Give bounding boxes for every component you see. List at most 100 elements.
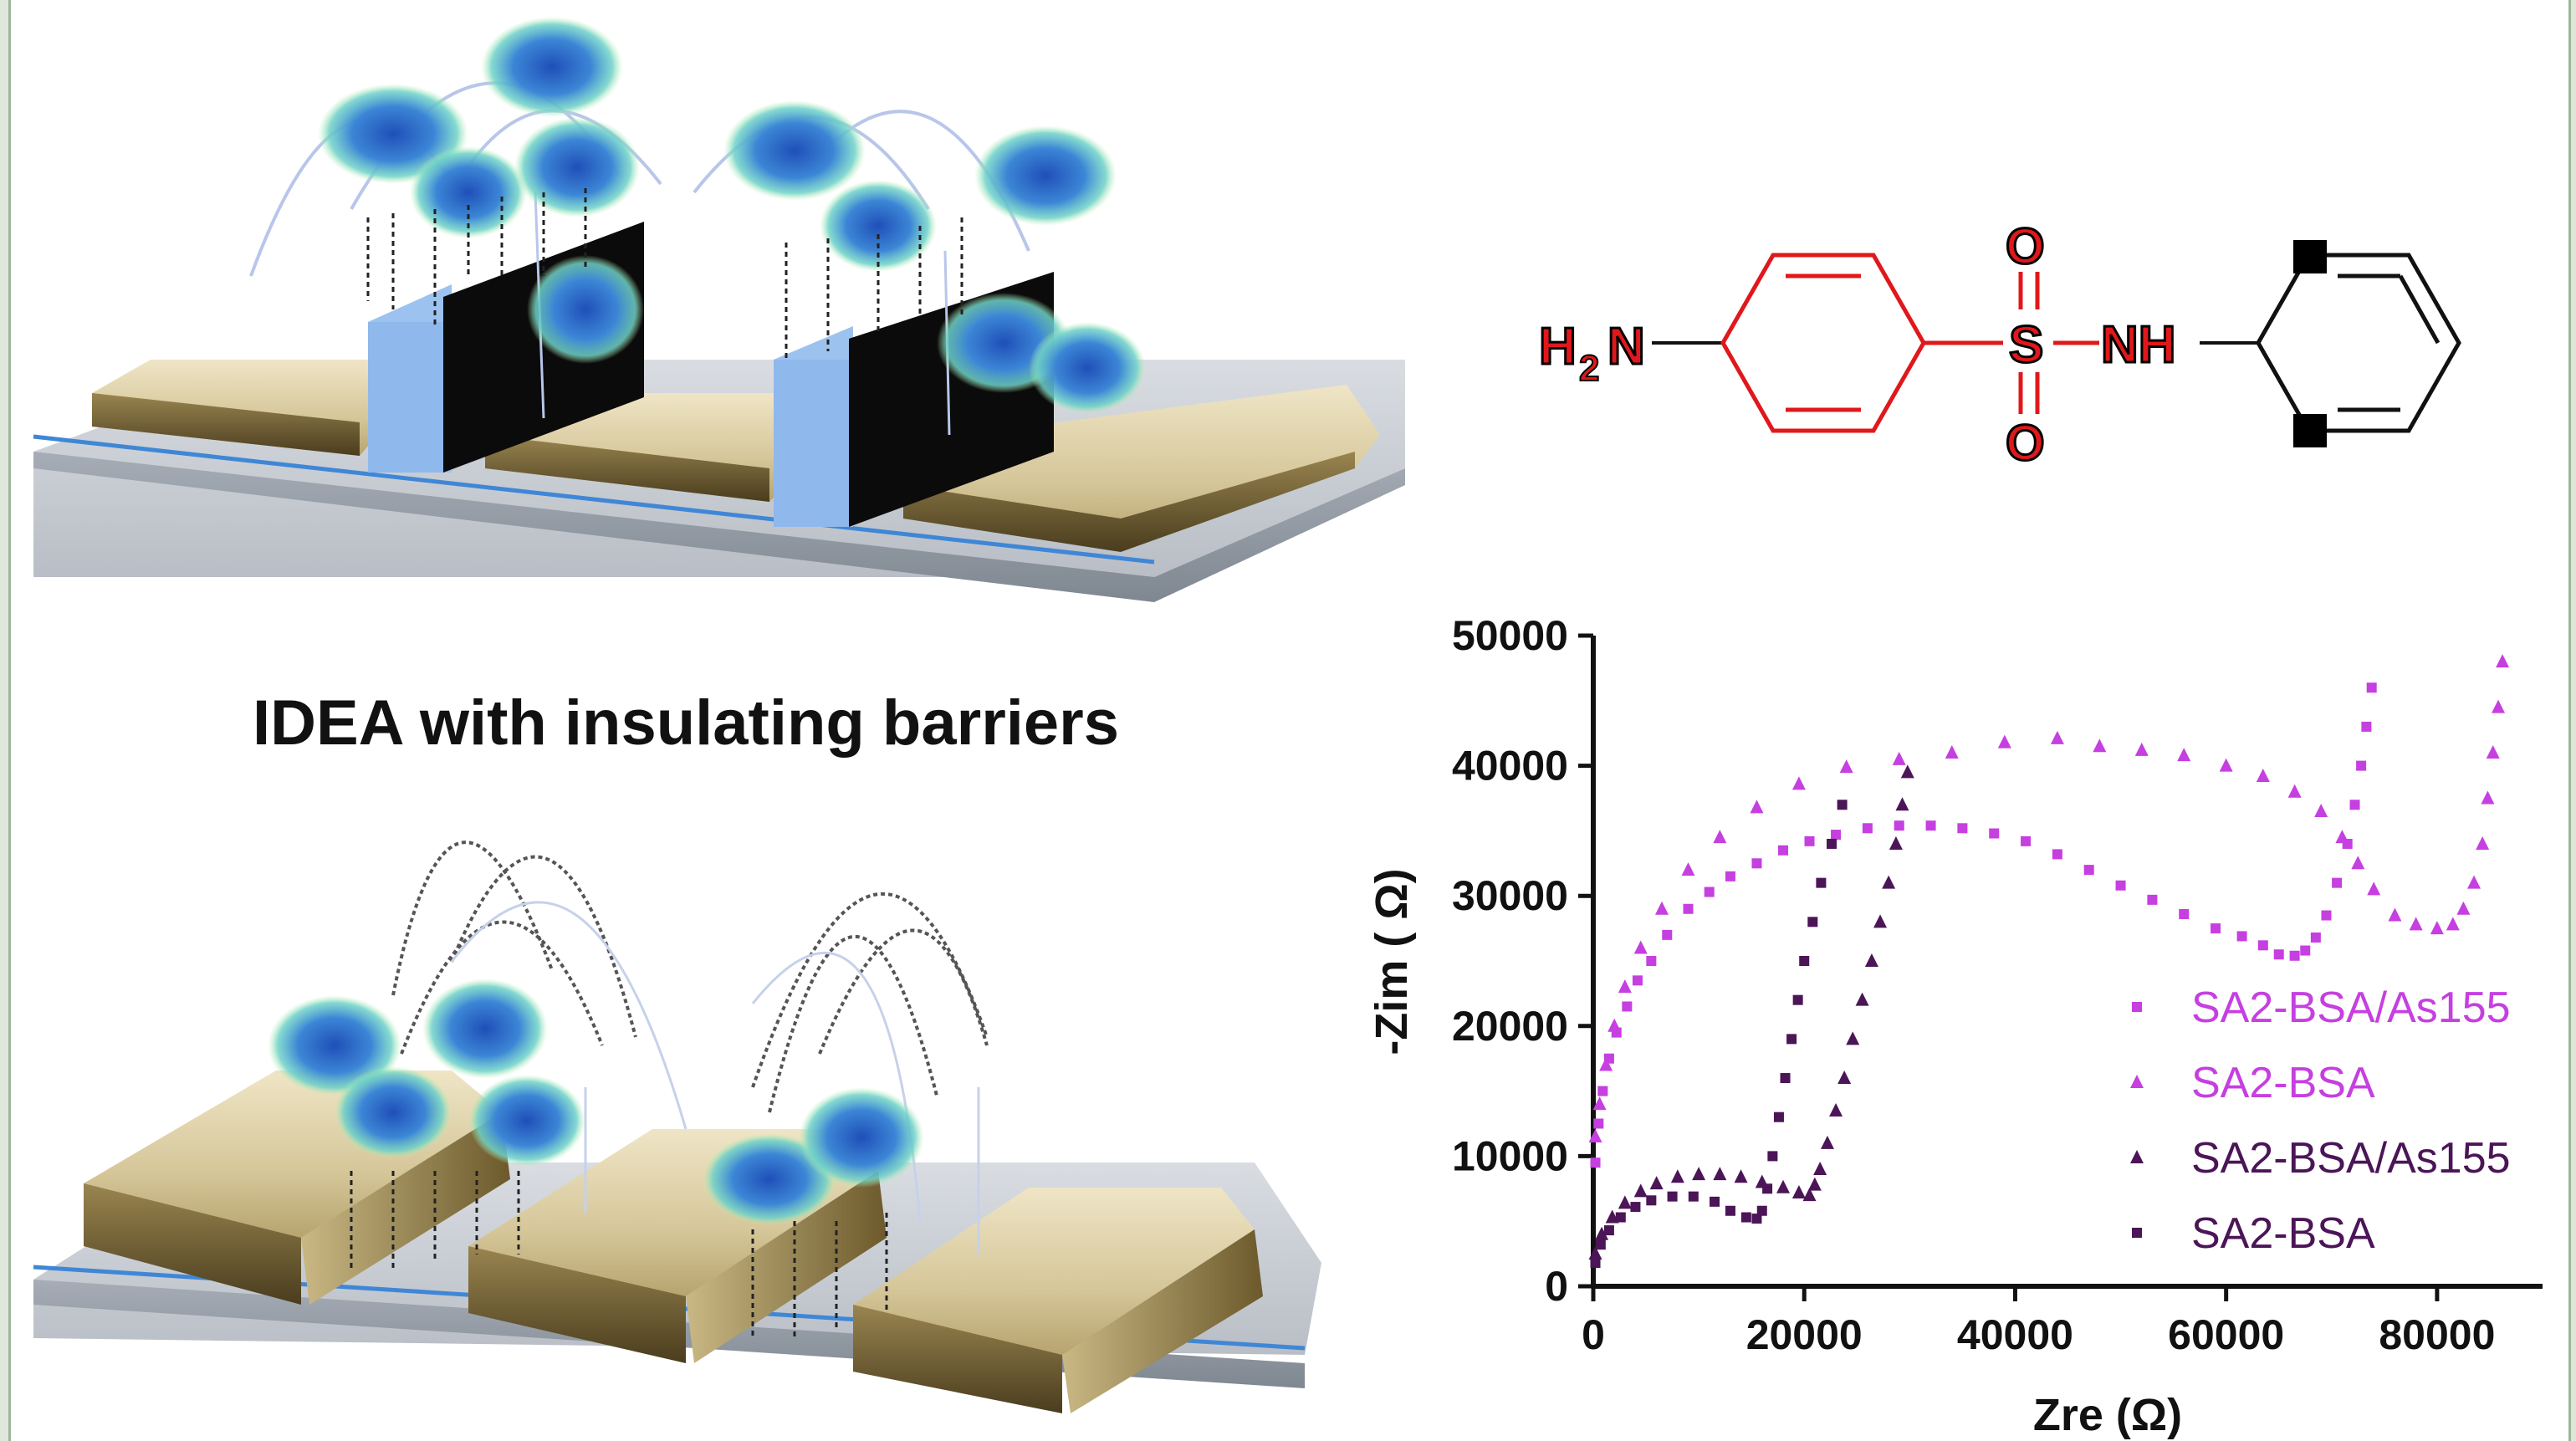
series-2 — [1588, 654, 2510, 1143]
data-point — [2332, 877, 2343, 888]
data-point — [2456, 901, 2471, 915]
pyrimidine-n-top — [2293, 240, 2327, 273]
data-point — [2492, 699, 2506, 713]
data-point — [1667, 1191, 1678, 1202]
data-point — [1646, 1195, 1657, 1206]
x-tick-label: 0 — [1582, 1311, 1605, 1358]
series-4 — [1590, 800, 1848, 1268]
series-1 — [1590, 682, 2377, 1168]
data-point — [1855, 992, 1869, 1006]
data-point — [1762, 1183, 1773, 1194]
y-axis-label: -Zim ( Ω) — [1367, 868, 1417, 1055]
data-point — [1750, 800, 1764, 814]
atom-sulfur: S — [2009, 316, 2043, 374]
data-point — [1713, 1167, 1727, 1181]
data-point — [1816, 877, 1827, 888]
y-tick-label: 40000 — [1452, 743, 1568, 789]
data-point — [1989, 828, 2000, 839]
data-point — [2300, 945, 2311, 956]
data-point — [2486, 745, 2500, 759]
legend-marker — [2130, 1150, 2144, 1163]
data-point — [2093, 738, 2107, 753]
electrode-3 — [903, 385, 1380, 552]
data-point — [1827, 838, 1837, 849]
data-point — [1595, 1239, 1606, 1250]
data-point — [2236, 931, 2247, 942]
data-point — [1683, 903, 1694, 914]
data-point — [1605, 1209, 1619, 1224]
atom-oxygen-bottom: O — [2006, 415, 2045, 471]
y-tick-label: 20000 — [1452, 1003, 1568, 1050]
top-electrode-schematic — [33, 17, 1405, 602]
x-tick-label: 40000 — [1957, 1311, 2073, 1358]
data-point — [2289, 950, 2300, 961]
data-point — [1895, 797, 1909, 811]
data-point — [1813, 1161, 1827, 1175]
data-point — [1894, 820, 1904, 831]
data-point — [2349, 800, 2360, 810]
data-point — [1791, 776, 1806, 790]
bound-proteins-bottom — [268, 979, 924, 1225]
data-point — [1588, 1246, 1602, 1260]
data-point — [1862, 823, 1873, 834]
data-point — [2177, 748, 2191, 762]
data-point — [1945, 745, 1959, 759]
data-point — [1615, 1212, 1626, 1223]
data-point — [2273, 949, 2284, 960]
y-tick-label: 30000 — [1452, 872, 1568, 919]
data-point — [1633, 940, 1648, 954]
data-point — [2134, 742, 2149, 756]
data-point — [2050, 730, 2064, 744]
data-point — [1892, 751, 1906, 765]
x-tick-label: 20000 — [1746, 1311, 1863, 1358]
data-point — [1873, 914, 1888, 928]
data-point — [1713, 830, 1727, 844]
sulfonamide-molecule: H 2 N S O O NH — [1538, 217, 2461, 473]
data-point — [1595, 1226, 1609, 1240]
data-point — [2083, 865, 2094, 876]
linker-chains-top — [366, 188, 963, 360]
data-point — [1632, 975, 1643, 986]
right-border — [2568, 0, 2576, 1441]
data-point — [1773, 1111, 1784, 1122]
data-point — [2367, 881, 2381, 896]
data-point — [1592, 1096, 1607, 1111]
data-point — [1837, 800, 1848, 810]
data-point — [1802, 1188, 1817, 1202]
data-point — [1864, 953, 1878, 967]
legend-label: SA2-BSA — [2191, 1059, 2375, 1107]
data-point — [1804, 835, 1815, 846]
data-point — [1791, 1184, 1806, 1198]
data-point — [1997, 734, 2011, 749]
data-point — [2219, 758, 2233, 772]
data-point — [1792, 994, 1803, 1005]
data-point — [1900, 764, 1914, 779]
y-tick-label: 0 — [1545, 1263, 1568, 1310]
pyrimidine-ring — [2256, 253, 2461, 433]
left-border — [0, 0, 11, 1441]
data-point — [1725, 871, 1735, 881]
data-point — [1607, 1018, 1622, 1032]
data-point — [1603, 1225, 1614, 1236]
data-point — [1662, 929, 1673, 940]
data-point — [2287, 784, 2302, 798]
data-point — [1957, 823, 1968, 834]
atom-oxygen-top: O — [2006, 218, 2045, 274]
data-point — [1740, 1212, 1751, 1223]
data-point — [2496, 654, 2510, 668]
x-tick-label: 80000 — [2379, 1311, 2495, 1358]
data-point — [2211, 923, 2221, 934]
data-point — [1597, 1086, 1608, 1096]
data-point — [2356, 760, 2367, 771]
legend-label: SA2-BSA/As155 — [2191, 1134, 2511, 1183]
legend-marker — [2130, 1075, 2144, 1088]
data-point — [1778, 845, 1788, 856]
data-point — [1831, 830, 1842, 841]
data-point — [1807, 1177, 1822, 1191]
electrode-1 — [92, 360, 385, 456]
data-point — [2052, 849, 2062, 860]
data-point — [1807, 917, 1818, 927]
data-point — [1633, 1183, 1648, 1198]
data-point — [2476, 835, 2490, 850]
data-point — [1756, 1205, 1767, 1216]
